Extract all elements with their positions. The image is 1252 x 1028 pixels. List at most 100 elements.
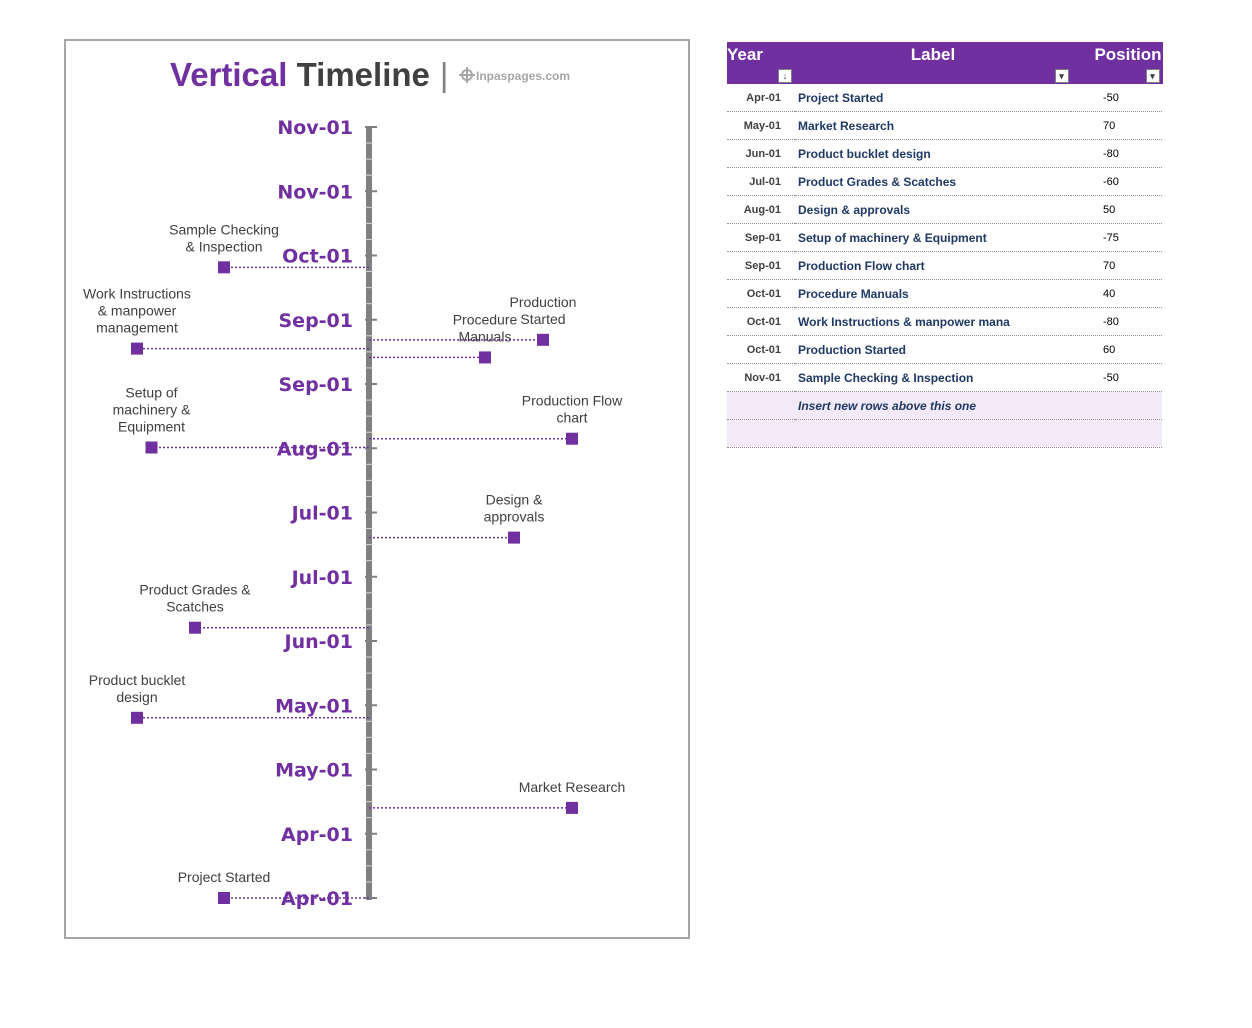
blank-cell[interactable]: [1071, 419, 1162, 448]
event-label: Started: [520, 311, 565, 327]
sort-filter-year-icon[interactable]: ↓: [778, 69, 792, 83]
table-row[interactable]: May-01 Market Research 70: [727, 111, 1162, 140]
timeline-data-table: Year ↓ Label ▾ Position ▾ Apr-01 Project Sta…: [727, 42, 1163, 448]
header-label: Label ▾: [795, 42, 1072, 84]
axis-tick-label: Aug-01: [277, 438, 353, 460]
event-label: Project Started: [178, 869, 271, 885]
cell-label[interactable]: Product Grades & Scatches: [795, 167, 1071, 196]
event-label: & Inspection: [185, 238, 262, 254]
event-marker: [218, 261, 230, 274]
header-year: Year ↓: [727, 42, 796, 84]
table-row[interactable]: Apr-01 Project Started -50: [727, 84, 1162, 112]
cell-label[interactable]: Production Flow chart: [795, 251, 1071, 280]
cell-position[interactable]: 70: [1071, 111, 1162, 140]
cell-label[interactable]: Work Instructions & manpower mana: [795, 307, 1071, 336]
cell-label[interactable]: Market Research: [795, 111, 1071, 140]
event-label: Manuals: [459, 328, 512, 344]
filter-label-icon[interactable]: ▾: [1054, 69, 1069, 83]
cell-year[interactable]: Oct-01: [727, 307, 795, 336]
event-marker: [218, 892, 230, 904]
event-label: Product Grades &: [139, 582, 251, 598]
cell-year[interactable]: Apr-01: [727, 84, 795, 112]
cell-year[interactable]: Jun-01: [727, 139, 795, 168]
cell-year[interactable]: Sep-01: [727, 251, 795, 280]
cell-position[interactable]: -60: [1071, 167, 1162, 196]
cell-year[interactable]: Nov-01: [727, 363, 795, 392]
table-row[interactable]: Nov-01 Sample Checking & Inspection -50: [727, 363, 1162, 392]
event-label: Work Instructions: [83, 286, 191, 302]
cell-label[interactable]: Procedure Manuals: [795, 279, 1071, 308]
cell-year[interactable]: Aug-01: [727, 195, 795, 224]
filter-position-icon[interactable]: ▾: [1145, 69, 1160, 83]
cell-label[interactable]: Project Started: [795, 84, 1071, 112]
timeline-svg: Apr-01 Apr-01 May-01 May-01 Jun-01 Jul-01 Jul-…: [83, 117, 626, 910]
title-word-timeline: Timeline: [296, 56, 430, 93]
event-label: Product bucklet: [89, 672, 186, 688]
event-label: Production: [510, 294, 577, 310]
table-row[interactable]: Sep-01 Production Flow chart 70: [727, 251, 1162, 280]
table-row[interactable]: Oct-01 Work Instructions & manpower mana -…: [727, 307, 1162, 336]
cell-position[interactable]: 60: [1071, 335, 1162, 364]
event-marker: [131, 711, 143, 724]
table-header-row: Year ↓ Label ▾ Position ▾: [727, 42, 1163, 84]
header-label-label: Label: [910, 45, 956, 64]
cell-label[interactable]: Setup of machinery & Equipment: [795, 223, 1071, 252]
event-marker: [508, 531, 520, 544]
cell-position[interactable]: 70: [1071, 251, 1162, 280]
cell-label[interactable]: Production Started: [795, 335, 1071, 364]
event-label: Procedure: [453, 311, 518, 327]
cell-position[interactable]: -50: [1071, 363, 1162, 392]
table-row[interactable]: Sep-01 Setup of machinery & Equipment -75: [727, 223, 1162, 252]
brand-watermark: Inpaspages.com: [459, 67, 570, 83]
cell-position[interactable]: -75: [1071, 223, 1162, 252]
axis-tick-label: Apr-01: [281, 888, 353, 910]
cell-label[interactable]: Design & approvals: [795, 195, 1071, 224]
event-marker: [566, 432, 578, 445]
event-marker: [189, 621, 201, 634]
cell-year[interactable]: May-01: [727, 111, 795, 140]
table-row[interactable]: Aug-01 Design & approvals 50: [727, 195, 1162, 224]
axis-tick-label: Jul-01: [290, 503, 353, 525]
table-row[interactable]: Jul-01 Product Grades & Scatches -60: [727, 167, 1162, 196]
cell-label[interactable]: Sample Checking & Inspection: [795, 363, 1071, 392]
event-label: chart: [556, 410, 587, 426]
cell-position[interactable]: -50: [1071, 84, 1162, 112]
event-marker: [131, 342, 143, 355]
event-label: Production Flow: [522, 393, 623, 409]
axis-tick-label: Jun-01: [283, 631, 353, 653]
table-row[interactable]: Oct-01 Procedure Manuals 40: [727, 279, 1162, 308]
cell-year[interactable]: Sep-01: [727, 223, 795, 252]
event-label: Sample Checking: [169, 221, 279, 237]
event-marker: [566, 801, 578, 814]
table-row[interactable]: Jun-01 Product bucklet design -80: [727, 139, 1162, 168]
axis-tick-label: May-01: [275, 760, 353, 782]
title-separator: |: [439, 56, 449, 93]
blank-row[interactable]: [727, 419, 1162, 448]
axis-tick-label: Jul-01: [290, 567, 353, 589]
crosshair-logo-icon: [459, 67, 475, 83]
event-marker: [145, 441, 158, 454]
cell-label[interactable]: Product bucklet design: [795, 139, 1071, 168]
cell-position[interactable]: 50: [1071, 195, 1162, 224]
event-label: Market Research: [519, 779, 626, 795]
event-label: management: [96, 320, 178, 336]
cell-position[interactable]: 40: [1071, 279, 1162, 308]
blank-cell[interactable]: [795, 419, 1071, 448]
cell-position[interactable]: -80: [1071, 307, 1162, 336]
event-label: approvals: [484, 509, 545, 525]
cell-position[interactable]: -80: [1071, 139, 1162, 168]
cell-year[interactable]: Jul-01: [727, 167, 795, 196]
cell-year[interactable]: Oct-01: [727, 335, 795, 364]
table-row[interactable]: Oct-01 Production Started 60: [727, 335, 1162, 364]
blank-cell[interactable]: [727, 419, 795, 448]
event-marker: [479, 351, 491, 364]
timeline-chart: Vertical Timeline | Inpaspages.com Apr-01…: [64, 39, 690, 939]
cell-year[interactable]: Oct-01: [727, 279, 795, 308]
event-marker: [537, 333, 549, 346]
event-label: machinery &: [113, 402, 191, 418]
axis-tick-label: Apr-01: [281, 824, 353, 846]
title-word-vertical: Vertical: [170, 56, 288, 93]
brand-text: Inpaspages.com: [476, 69, 571, 83]
insert-note-row: Insert new rows above this one: [727, 391, 1162, 420]
axis-tick-label: Sep-01: [279, 310, 354, 332]
